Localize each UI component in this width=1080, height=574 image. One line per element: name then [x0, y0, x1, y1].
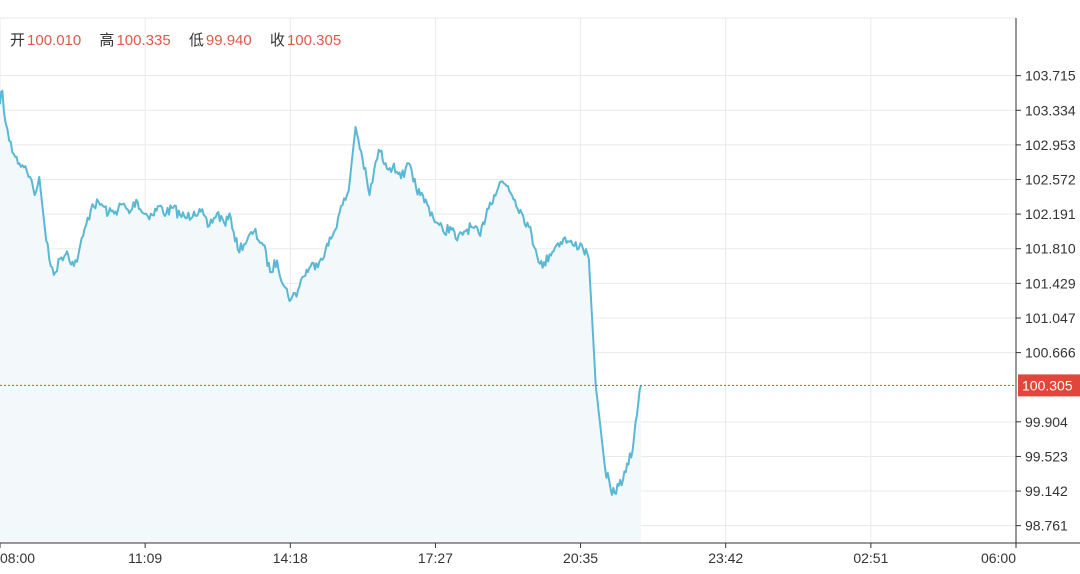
- y-tick-label: 98.761: [1025, 518, 1068, 534]
- close-value: 100.305: [286, 32, 342, 49]
- y-tick-label: 101.429: [1025, 275, 1076, 291]
- high-label: 高: [99, 32, 115, 49]
- x-tick-label: 08:00: [0, 550, 35, 566]
- close-label: 收: [269, 32, 285, 49]
- x-tick-label: 06:00: [981, 550, 1016, 566]
- y-tick-label: 103.334: [1025, 102, 1076, 118]
- ohlc-legend: 开 100.010 高 100.335 低 99.940 收 100.305: [10, 29, 355, 50]
- x-tick-label: 14:18: [273, 550, 308, 566]
- last-price-badge: [1018, 374, 1080, 397]
- y-tick-label: 100.666: [1025, 345, 1076, 361]
- x-tick-label: 11:09: [128, 550, 162, 566]
- low-label: 低: [188, 32, 204, 49]
- y-tick-label: 99.904: [1025, 414, 1068, 430]
- y-tick-label: 99.142: [1025, 483, 1068, 499]
- x-tick-label: 17:27: [418, 550, 453, 566]
- series-line: [0, 89, 642, 496]
- last-price-label: 100.305: [1022, 377, 1073, 393]
- y-tick-label: 102.953: [1025, 137, 1076, 153]
- y-tick-label: 101.810: [1025, 241, 1076, 257]
- y-tick-label: 102.191: [1025, 206, 1076, 222]
- x-tick-label: 02:51: [853, 550, 888, 566]
- y-tick-label: 102.572: [1025, 171, 1076, 187]
- low-value: 99.940: [205, 32, 252, 49]
- series-area: [0, 90, 641, 543]
- y-tick-label: 99.523: [1025, 448, 1068, 464]
- open-label: 开: [10, 32, 26, 49]
- x-tick-label: 23:42: [708, 550, 743, 566]
- x-tick-label: 20:35: [563, 550, 598, 566]
- y-tick-label: 101.047: [1025, 310, 1076, 326]
- y-tick-label: 103.715: [1025, 68, 1076, 84]
- open-value: 100.010: [27, 32, 82, 49]
- high-value: 100.335: [116, 32, 171, 49]
